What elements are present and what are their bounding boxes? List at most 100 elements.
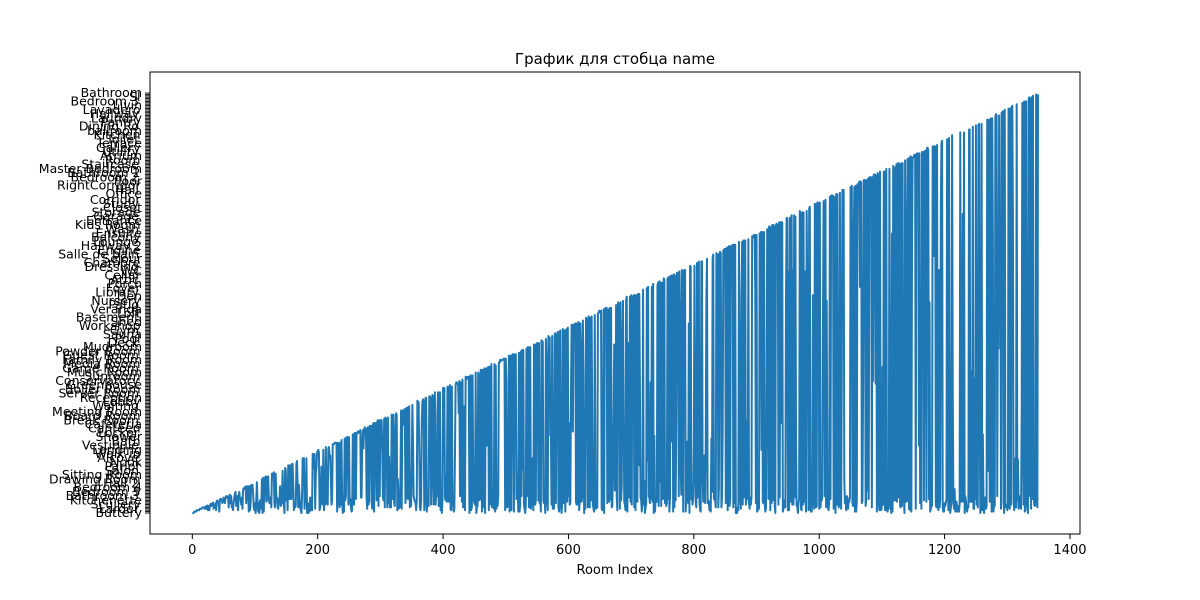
y-tick-label: Engine: [98, 242, 141, 257]
y-tick-label: Hall: [115, 182, 139, 197]
y-tick-label: Wash: [105, 221, 139, 236]
y-tick-label: Dressing: [84, 259, 139, 274]
x-axis-label: Room Index: [577, 563, 654, 578]
y-tick-label: Staircase: [81, 157, 139, 172]
y-tick-label: Vestibule: [82, 438, 139, 453]
y-tick-label: WC: [121, 263, 142, 278]
y-tick-label: Lobby: [103, 394, 141, 409]
y-tick-label: Bathroom 2: [67, 165, 140, 180]
y-tick-label: Waiting: [92, 398, 139, 413]
y-tick-label: Buttery: [95, 505, 142, 520]
y-tick-label: Bedroom 4: [74, 480, 143, 495]
y-tick-label: Salon: [104, 463, 139, 478]
plot-frame: [149, 71, 1081, 535]
y-tick-label: Sunroom: [84, 369, 140, 384]
y-tick-label: Office: [106, 186, 143, 201]
y-tick-label: Balcony: [91, 230, 141, 245]
y-tick-label: Salle de bain: [58, 247, 139, 262]
y-tick-label: Master Bedroom: [39, 161, 142, 176]
y-tick-label: Nursery: [91, 293, 141, 308]
y-tick-label: Boiler Room: [65, 381, 141, 396]
y-tick-label: Den: [117, 289, 142, 304]
y-tick-label: Drawing Room: [49, 471, 141, 486]
y-tick-label: Lavadero: [83, 102, 141, 117]
y-tick-label: Deck: [108, 335, 140, 350]
y-tick-label: Dining Ro: [79, 119, 139, 134]
y-tick-label: Closet: [103, 200, 142, 215]
y-tick-label: Kitchen: [94, 127, 141, 142]
x-tick-label: 1200: [928, 543, 961, 558]
y-tick-label: Patio: [108, 297, 139, 312]
y-tick-label: Toilet: [105, 131, 139, 146]
y-tick-label: Livin: [113, 98, 142, 113]
y-tick-label: Shed: [111, 314, 142, 329]
y-tick-label: Sauna: [103, 327, 142, 342]
y-tick-label: Larder: [99, 501, 140, 516]
series-line: [191, 93, 1039, 514]
y-tick-label: Terrace: [96, 136, 143, 151]
y-tick-label: Garage: [93, 209, 139, 224]
y-tick-label: Locker: [98, 425, 140, 440]
y-tick-label: Mudroom: [83, 339, 142, 354]
y-tick-label: RightCorridor: [57, 178, 141, 193]
y-tick-label: Gym: [110, 322, 139, 337]
x-axis-ticks: 0 200 400 600 800 1000 1200 1400: [188, 534, 1087, 558]
y-tick-label: Sl: [129, 89, 140, 104]
y-tick-label: floor: [114, 173, 143, 188]
y-tick-label: Server Room: [58, 386, 139, 401]
y-tick-label: Meeting Room: [52, 404, 142, 419]
y-tick-label: Foyer: [106, 280, 141, 295]
y-tick-label: Kids Room: [75, 217, 141, 232]
y-tick-label: Landing: [92, 442, 142, 457]
y-tick-label: Pool: [115, 331, 141, 346]
y-tick-label: Break Room: [63, 412, 139, 427]
y-tick-label: Walk-in: [95, 446, 141, 461]
y-tick-label: Loft: [117, 306, 141, 321]
y-tick-label: Bedroom 5: [72, 484, 140, 499]
y-tick-label: Sejour: [102, 251, 143, 266]
y-tick-label: Alcove: [97, 450, 139, 465]
x-tick-label: 1400: [1053, 543, 1086, 558]
y-tick-label: Corridor: [90, 192, 141, 207]
x-tick-label: 400: [431, 543, 456, 558]
y-tick-label: Kitchenette: [70, 492, 142, 507]
y-tick-label: Entrance: [86, 213, 142, 228]
x-tick-label: 0: [188, 543, 196, 558]
y-tick-label: Powder Room: [55, 343, 140, 358]
y-tick-label: Study: [103, 196, 140, 211]
y-tick-label: ballroom: [87, 123, 142, 138]
y-tick-label: Nook: [110, 454, 143, 469]
y-tick-label: Gallery: [96, 140, 141, 155]
y-tick-label: Cafeteria: [85, 417, 142, 432]
y-tick-label: Scullery: [91, 497, 142, 512]
y-tick-label: Bedroom 2: [71, 169, 139, 184]
y-tick-label: Parlor: [104, 459, 141, 474]
y-tick-label: Shower: [95, 429, 142, 444]
y-tick-label: Pantry: [101, 114, 142, 129]
y-tick-label: Greenhouse: [66, 377, 142, 392]
y-tick-label: Attic: [111, 272, 140, 287]
y-tick-label: Room: [105, 152, 141, 167]
y-tick-label: Hallway: [90, 106, 140, 121]
y-tick-label: Sitting Room: [62, 467, 142, 482]
x-tick-label: 1000: [803, 543, 836, 558]
y-tick-label: Guest Room: [63, 348, 139, 363]
y-tick-label: Bathroom 3: [66, 488, 139, 503]
y-tick-label: Bath: [111, 433, 140, 448]
y-tick-label: Reception: [80, 390, 142, 405]
y-tick-label: Canteen: [88, 421, 141, 436]
y-tick-label: Family Room: [62, 352, 142, 367]
y-tick-label: Workshop: [79, 318, 141, 333]
y-tick-label: Bathroom: [81, 85, 142, 100]
y-tick-label: Atrium: [100, 148, 142, 163]
y-axis-ticks: [145, 92, 150, 514]
y-tick-label: Music Room: [67, 365, 142, 380]
y-tick-label: Conservatory: [55, 373, 139, 388]
y-tick-label: Board Room: [64, 408, 140, 423]
y-tick-label: Media Room: [63, 356, 140, 371]
y-tick-label: Cellar: [104, 268, 141, 283]
x-tick-label: 600: [556, 543, 581, 558]
y-tick-label: Hallway 2: [81, 238, 142, 253]
